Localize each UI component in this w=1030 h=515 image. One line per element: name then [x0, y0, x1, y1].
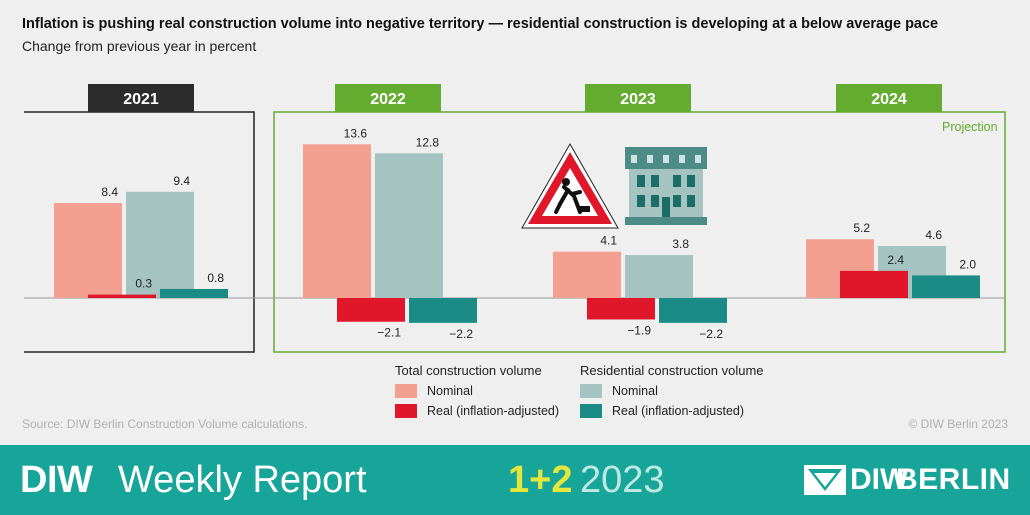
chart-title: Inflation is pushing real construction v… [22, 16, 939, 32]
legend-item-res-real: Real (inflation-adjusted) [580, 404, 744, 418]
source-note: Source: DIW Berlin Construction Volume c… [22, 417, 308, 431]
footer-logo-diw: DIW [850, 463, 909, 496]
legend-label: Real (inflation-adjusted) [612, 404, 745, 418]
data-label-total-real-2024: 2.4 [887, 253, 904, 267]
legend-swatch [395, 404, 417, 418]
year-tab-2021 [88, 84, 194, 112]
legend-item-total-nominal: Nominal [395, 384, 473, 398]
projection-label: Projection [942, 120, 998, 134]
residential-building-icon [625, 147, 707, 225]
year-tab-2024 [836, 84, 942, 112]
chart-area: 2021 2022 2023 2024 8.4 9.4 0.3 0.8 13.6 12.8 −2.… [24, 84, 1006, 353]
legend-item-res-nominal: Nominal [580, 384, 658, 398]
data-label-res-real-2022: −2.2 [449, 327, 473, 341]
footer-issue: 1+2 [508, 459, 573, 501]
data-label-total-real-2023: −1.9 [627, 323, 651, 337]
year-label-2024: 2024 [871, 91, 907, 108]
data-label-total-nominal-2024: 5.2 [853, 221, 870, 235]
legend-item-total-real: Real (inflation-adjusted) [395, 404, 559, 418]
legend-label: Nominal [427, 384, 473, 398]
data-label-total-nominal-2022: 13.6 [344, 126, 368, 140]
bar-total-nominal-2022 [303, 144, 371, 298]
legend-residential-heading: Residential construction volume [580, 363, 764, 378]
data-label-res-nominal-2023: 3.8 [672, 237, 689, 251]
bar-total-nominal-2021 [54, 203, 122, 298]
year-label-2023: 2023 [620, 91, 656, 108]
data-label-res-nominal-2021: 9.4 [173, 174, 190, 188]
year-tab-2023 [585, 84, 691, 112]
legend-label: Real (inflation-adjusted) [427, 404, 560, 418]
construction-warning-sign-icon [521, 142, 619, 229]
footer-logo-berlin: BERLIN [896, 463, 1011, 496]
data-label-res-real-2023: −2.2 [699, 327, 723, 341]
copyright: © DIW Berlin 2023 [908, 417, 1008, 431]
bar-res-real-2023 [659, 298, 727, 323]
bar-res-nominal-2021 [126, 191, 194, 298]
bar-total-real-2022 [337, 298, 405, 322]
bar-total-real-2023 [587, 298, 655, 320]
data-label-res-real-2024: 2.0 [959, 257, 976, 271]
bar-res-real-2021 [160, 288, 228, 298]
bar-total-real-2024 [840, 270, 908, 298]
footer-banner: DIW Weekly Report 1+2 2023 DIW BERLIN [0, 445, 1030, 515]
year-tab-2022 [335, 84, 441, 112]
diw-logo-icon [804, 465, 846, 495]
bar-res-real-2024 [912, 275, 980, 298]
data-label-res-nominal-2024: 4.6 [925, 228, 942, 242]
data-label-total-nominal-2023: 4.1 [600, 234, 617, 248]
bar-res-real-2022 [409, 298, 477, 323]
data-label-total-nominal-2021: 8.4 [101, 185, 118, 199]
footer-year: 2023 [580, 459, 665, 501]
data-label-res-real-2021: 0.8 [207, 271, 224, 285]
legend-swatch [580, 404, 602, 418]
legend-total-heading: Total construction volume [395, 363, 542, 378]
legend-swatch [395, 384, 417, 398]
legend-swatch [580, 384, 602, 398]
data-label-total-real-2022: −2.1 [377, 326, 401, 340]
data-label-total-real-2021: 0.3 [135, 277, 152, 291]
legend-label: Nominal [612, 384, 658, 398]
bar-res-nominal-2022 [375, 153, 443, 298]
year-label-2022: 2022 [370, 91, 406, 108]
data-label-res-nominal-2022: 12.8 [416, 135, 440, 149]
bar-res-nominal-2023 [625, 255, 693, 298]
year-label-2021: 2021 [123, 91, 159, 108]
chart-subtitle: Change from previous year in percent [22, 38, 257, 54]
footer-weekly-report: Weekly Report [118, 459, 367, 501]
bar-total-nominal-2023 [553, 251, 621, 298]
footer-diw: DIW [20, 459, 93, 501]
bar-total-real-2021 [88, 294, 156, 298]
